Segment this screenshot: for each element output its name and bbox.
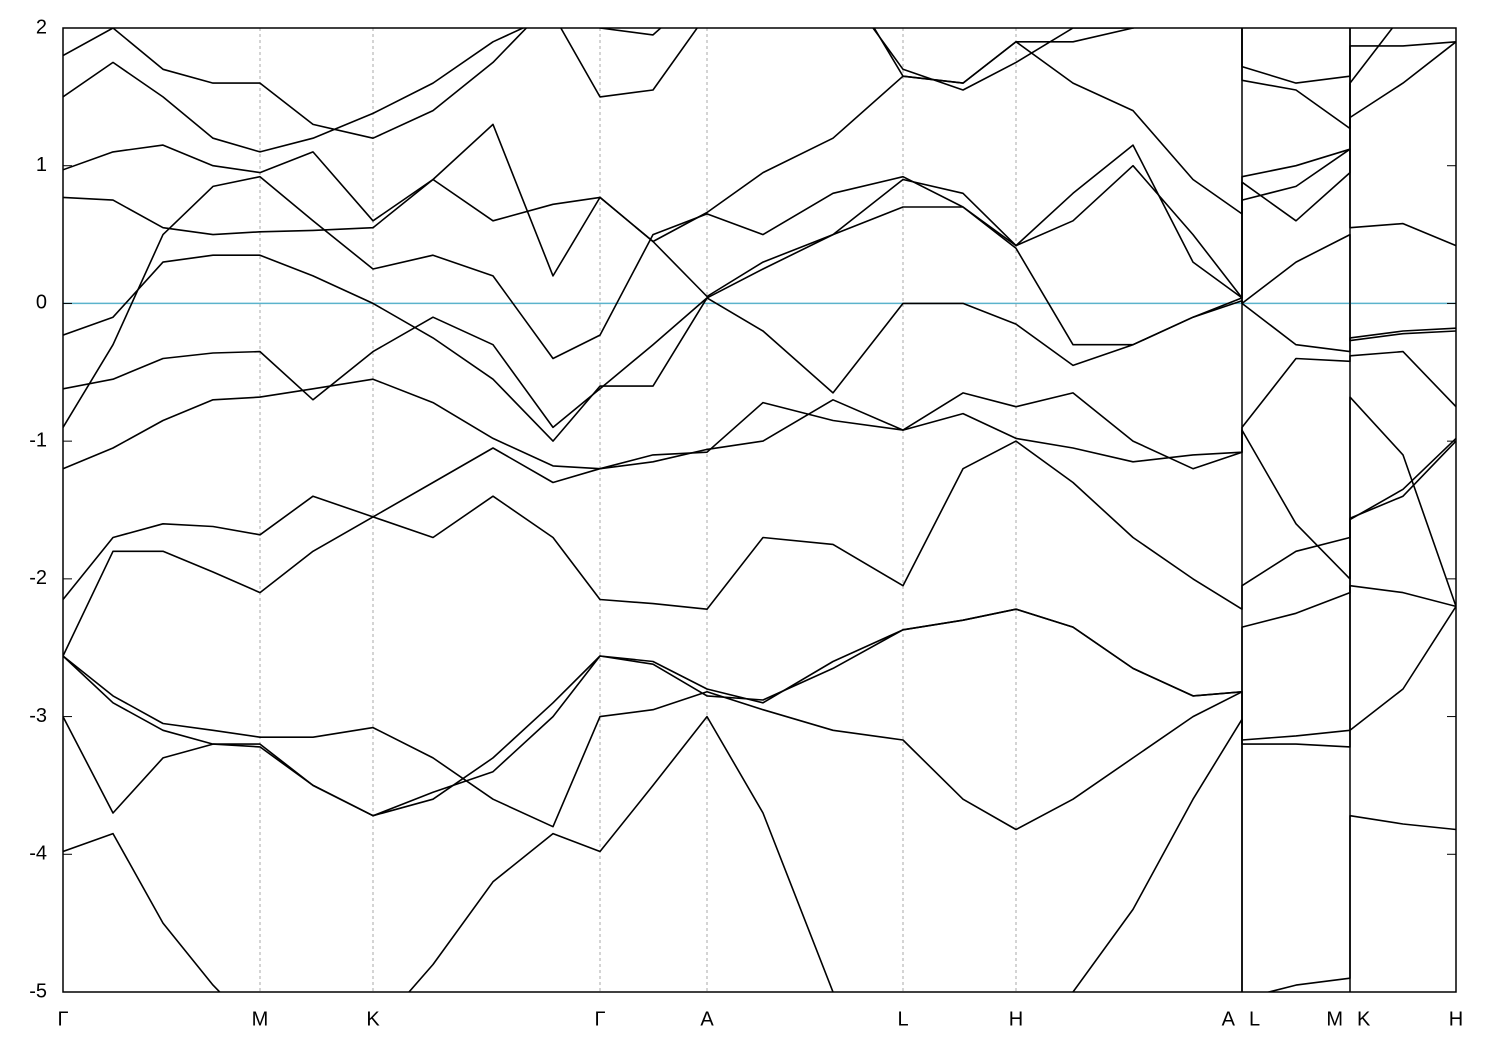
y-tick-label: 0 — [36, 292, 47, 314]
plot-frame — [62, 27, 1457, 993]
y-tick-label: -3 — [29, 705, 47, 727]
grid — [62, 28, 1457, 992]
y-tick-label: -2 — [29, 567, 47, 589]
y-tick-label: 2 — [36, 16, 47, 38]
band-line — [63, 396, 1456, 657]
band-line — [63, 28, 1351, 139]
y-tick-label: 1 — [36, 154, 47, 176]
x-tick-label: A — [1222, 1008, 1236, 1030]
band-line — [63, 28, 1394, 153]
band-line — [63, 440, 1456, 817]
y-tick-label: -5 — [29, 980, 47, 1002]
band-line — [63, 350, 1456, 470]
band-line — [63, 233, 1456, 429]
x-tick-label: K — [366, 1008, 380, 1030]
band-line — [63, 584, 1456, 831]
band-line — [63, 605, 1456, 817]
band-line — [63, 41, 1456, 243]
band-line — [63, 41, 1456, 299]
x-tick-label: Γ — [594, 1008, 605, 1030]
x-tick-label: M — [1326, 1008, 1343, 1030]
x-tick-label: K — [1357, 1008, 1371, 1030]
y-tick-label: -1 — [29, 429, 47, 451]
band-line — [63, 144, 1456, 428]
x-tick-label: L — [897, 1008, 908, 1030]
x-tick-label: A — [700, 1008, 714, 1030]
x-tick-label: L — [1249, 1008, 1260, 1030]
band-line — [63, 206, 1456, 442]
x-tick-label: H — [1009, 1008, 1023, 1030]
y-tick-label: -4 — [29, 843, 47, 865]
band-line — [63, 715, 1456, 992]
x-tick-label: Γ — [57, 1008, 68, 1030]
bands — [63, 28, 1456, 992]
x-tick-label: M — [252, 1008, 269, 1030]
band-line — [63, 437, 1456, 610]
x-tick-label: H — [1449, 1008, 1463, 1030]
